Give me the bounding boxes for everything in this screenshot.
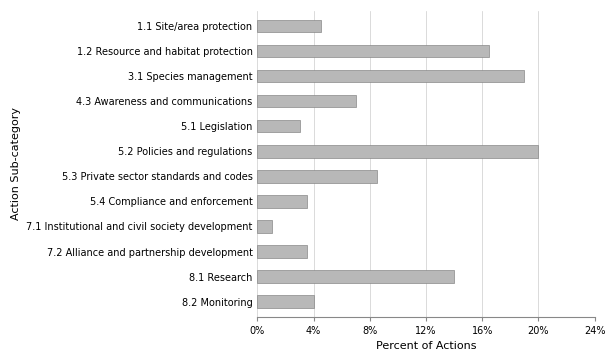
Bar — [257, 20, 321, 32]
Bar — [257, 170, 377, 183]
Bar — [257, 220, 272, 233]
Bar — [257, 45, 489, 57]
X-axis label: Percent of Actions: Percent of Actions — [376, 341, 476, 351]
Bar — [257, 95, 356, 107]
Bar — [257, 145, 538, 158]
Bar — [257, 295, 314, 308]
Bar — [257, 120, 300, 132]
Y-axis label: Action Sub-category: Action Sub-category — [10, 107, 21, 220]
Bar — [257, 70, 524, 82]
Bar — [257, 245, 306, 258]
Bar — [257, 270, 454, 283]
Bar — [257, 195, 306, 207]
